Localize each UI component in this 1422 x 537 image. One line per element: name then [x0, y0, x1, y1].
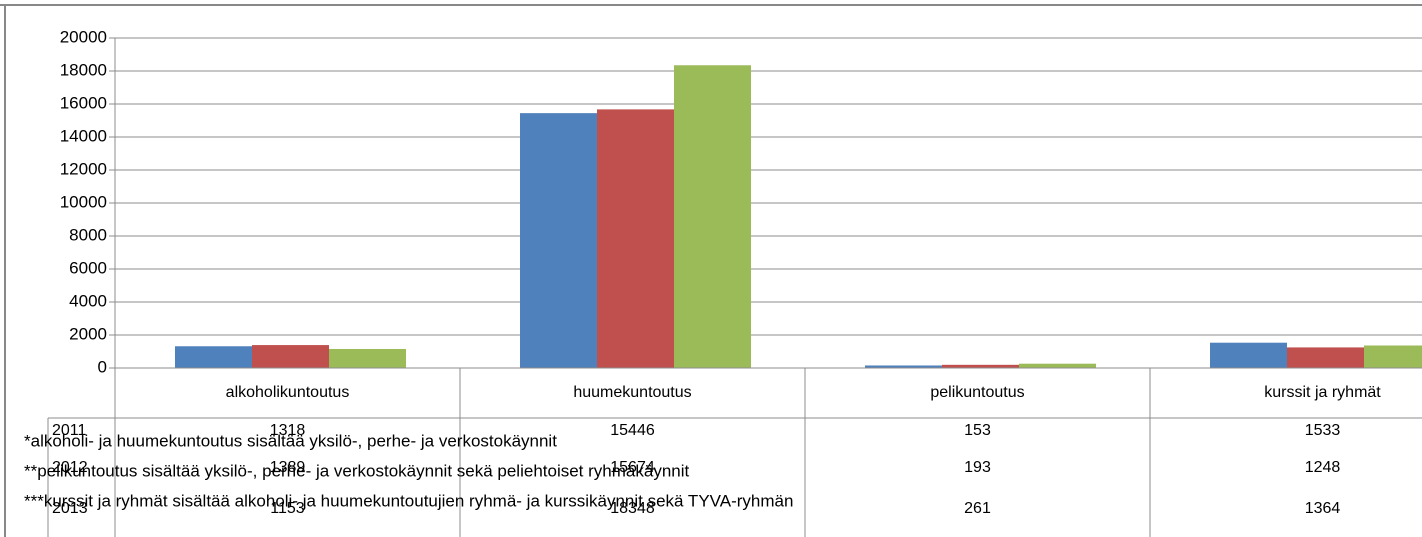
bar	[942, 364, 1019, 368]
footnote: *alkoholi- ja huumekuntoutus sisältää yk…	[24, 431, 557, 450]
y-tick-label: 16000	[60, 93, 107, 112]
bar	[175, 346, 252, 368]
bar	[1364, 345, 1422, 368]
y-tick-label: 4000	[69, 291, 107, 310]
series-label: 2012	[52, 459, 88, 476]
table-value: 1153	[270, 500, 305, 517]
bar	[865, 365, 942, 368]
bar	[252, 345, 329, 368]
series-label: 2011	[52, 422, 87, 439]
category-label: kurssit ja ryhmät	[1264, 384, 1381, 401]
category-label: huumekuntoutus	[573, 384, 691, 401]
y-tick-label: 14000	[60, 126, 107, 145]
series-label: 2013	[52, 500, 88, 517]
bar	[520, 113, 597, 369]
y-tick-label: 18000	[60, 60, 107, 79]
category-label: alkoholikuntoutus	[226, 384, 350, 401]
bar	[674, 65, 751, 369]
table-value: 15674	[610, 459, 655, 476]
category-label: pelikuntoutus	[930, 384, 1024, 401]
table-value: 153	[964, 422, 991, 439]
y-tick-label: 0	[98, 357, 107, 376]
footnote: **pelikuntoutus sisältää yksilö-, perhe-…	[24, 461, 690, 480]
table-value: 1248	[1305, 459, 1341, 476]
y-tick-label: 2000	[69, 324, 107, 343]
y-tick-label: 8000	[69, 225, 107, 244]
y-tick-label: 12000	[60, 159, 107, 178]
table-value: 15446	[610, 422, 655, 439]
y-tick-label: 20000	[60, 27, 107, 46]
y-tick-label: 6000	[69, 258, 107, 277]
y-tick-label: 10000	[60, 192, 107, 211]
bar	[329, 348, 406, 368]
table-value: 193	[964, 459, 991, 476]
bar	[1019, 363, 1096, 368]
table-value: 1533	[1305, 422, 1341, 439]
bar	[1210, 342, 1287, 368]
table-value: 261	[964, 500, 991, 517]
table-value: 18348	[610, 500, 655, 517]
footnote: ***kurssit ja ryhmät sisältää alkoholi- …	[24, 491, 793, 510]
table-value: 1318	[270, 422, 306, 439]
table-value: 1389	[270, 459, 306, 476]
bar	[1287, 347, 1364, 368]
bar	[597, 109, 674, 368]
table-value: 1364	[1305, 500, 1341, 517]
